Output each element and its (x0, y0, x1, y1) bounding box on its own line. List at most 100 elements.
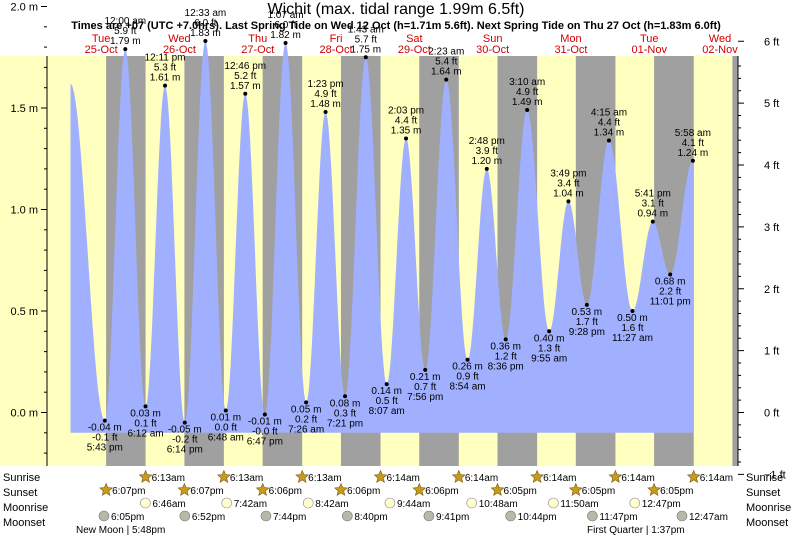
left-margin-band (0, 56, 47, 466)
y-tick-label-ft: 4 ft (764, 160, 779, 172)
low-tide-label: 8:07 am (369, 406, 405, 417)
low-tide-label: -0.1 ft (92, 433, 118, 444)
extreme-marker (465, 357, 470, 362)
tide-curve (70, 41, 693, 433)
high-tide-label: 1.57 m (230, 81, 261, 92)
low-tide-label: 6:47 pm (247, 437, 283, 448)
moonset-time: 9:41pm (436, 512, 469, 523)
extreme-marker (630, 309, 635, 313)
low-tide-label: -0.2 ft (172, 435, 198, 446)
day-name: Wed (168, 33, 190, 45)
row-label-right-moonset: Moonset (746, 517, 788, 529)
low-tide-label: 11:01 pm (650, 296, 691, 307)
sun-star-icon (138, 469, 153, 483)
extreme-marker (384, 382, 389, 387)
high-tide-label: 1.49 m (512, 97, 543, 108)
low-tide-label: 0.36 m (490, 341, 521, 352)
sun-star-icon (568, 482, 583, 496)
low-tide-label: 0.68 m (655, 276, 686, 287)
sunset-time: 6:06pm (425, 486, 458, 497)
high-tide-label: 4.1 ft (682, 138, 704, 149)
high-tide-label: 4.4 ft (395, 115, 417, 126)
low-tide-label: 0.05 m (291, 404, 322, 415)
y-tick-label-ft: 5 ft (764, 98, 779, 110)
sun-star-icon (412, 482, 427, 496)
sunrise-time: 6:14am (621, 473, 654, 484)
high-tide-label: 12:46 pm (224, 61, 266, 72)
sun-star-icon (216, 469, 231, 483)
extreme-marker (102, 418, 107, 423)
high-tide-label: 1.64 m (431, 67, 462, 78)
high-tide-label: 12:00 am (104, 16, 146, 27)
chart-header: Wichit (max. tidal range 1.99m 6.5ft) Ti… (71, 1, 721, 32)
day-headers: Tue25-OctWed26-OctThu27-OctFri28-OctSat2… (85, 33, 739, 56)
axes: 2.0 m 1.5 m 1.0 m 0.5 m 0.0 m 6 ft 5 ft 4 ft 3 f… (10, 2, 785, 482)
high-tide-label: 3:49 pm (550, 168, 586, 179)
high-tide-label: 4.9 ft (516, 87, 538, 98)
high-tide-label: 6.0 ft (274, 20, 296, 31)
extreme-marker (203, 39, 208, 44)
low-tide-label: 6:12 am (127, 428, 163, 439)
low-tide-label: 6:14 pm (167, 445, 203, 456)
chart-title: Wichit (max. tidal range 1.99m 6.5ft) (268, 1, 525, 18)
y-tick-label-ft: 1 ft (764, 346, 779, 358)
low-tide-label: 0.53 m (572, 307, 603, 318)
moonrise-icon (140, 497, 151, 509)
moonset-time: 6:05pm (111, 512, 144, 523)
low-tide-label: 0.26 m (452, 362, 483, 373)
y-tick-label-m: 0.0 m (10, 408, 38, 420)
extreme-labels: -0.04 m-0.1 ft5:43 pm 12:00 am5.9 ft1.79 … (87, 8, 711, 456)
high-tide-label: 1:43 am (348, 24, 384, 35)
low-tide-label: 0.9 ft (456, 372, 478, 383)
low-tide-label: 7:21 pm (327, 418, 363, 429)
low-tide-label: 1.3 ft (538, 343, 560, 354)
moonset-icon (423, 510, 435, 522)
high-tide-label: 5.7 ft (355, 34, 377, 45)
sun-star-icon (295, 469, 310, 483)
row-label-right-sunrise: Sunrise (746, 472, 783, 484)
moonrise-icon (221, 497, 233, 509)
high-tide-label: 3.9 ft (476, 146, 498, 157)
low-tide-label: 0.3 ft (334, 408, 356, 419)
high-tide-label: 1.04 m (553, 188, 584, 199)
extreme-marker (262, 412, 267, 417)
moonrise-icon (384, 497, 396, 509)
high-tide-label: 0.94 m (637, 209, 668, 220)
moonrise-time: 12:47pm (642, 499, 681, 510)
y-tick-label-ft: 3 ft (764, 222, 779, 234)
sunset-time: 6:06pm (269, 486, 302, 497)
extreme-marker (363, 55, 368, 60)
high-tide-label: 3:10 am (509, 77, 545, 88)
extreme-marker (503, 337, 508, 342)
high-tide-label: 1:07 am (267, 10, 303, 21)
day-name: Tue (640, 33, 659, 45)
high-tide-label: 5:41 pm (635, 189, 671, 200)
sunrise-time: 6:14am (465, 473, 498, 484)
high-tide-label: 5:58 am (675, 128, 711, 139)
day-date: 27-Oct (241, 44, 274, 56)
moonset-icon (179, 510, 191, 522)
extreme-marker (283, 41, 288, 46)
sunset-time: 6:07pm (112, 486, 145, 497)
high-tide-label: 1.61 m (150, 73, 181, 84)
moonset-icon (342, 510, 353, 522)
low-tide-label: 7:56 pm (407, 392, 443, 403)
moonset-icon (676, 510, 688, 522)
low-tide-label: 6:48 am (208, 432, 244, 443)
sunset-time: 6:06pm (347, 486, 380, 497)
sun-star-icon (490, 482, 505, 496)
sunset-time: 6:05pm (660, 486, 693, 497)
low-tide-label: 0.7 ft (414, 382, 436, 393)
day-date: 25-Oct (85, 44, 118, 56)
extreme-marker (404, 136, 409, 141)
moonrise-time: 8:42am (315, 499, 348, 510)
day-date: 30-Oct (476, 44, 509, 56)
extreme-marker (484, 166, 489, 171)
high-tide-label: 1:23 pm (307, 79, 343, 90)
sunset-time: 6:07pm (190, 486, 223, 497)
high-tide-label: 1.48 m (310, 99, 341, 110)
day-date: 26-Oct (163, 44, 196, 56)
sunrise-time: 6:13am (152, 473, 185, 484)
sunrise-time: 6:14am (387, 473, 420, 484)
high-tide-label: 5.4 ft (435, 57, 457, 68)
